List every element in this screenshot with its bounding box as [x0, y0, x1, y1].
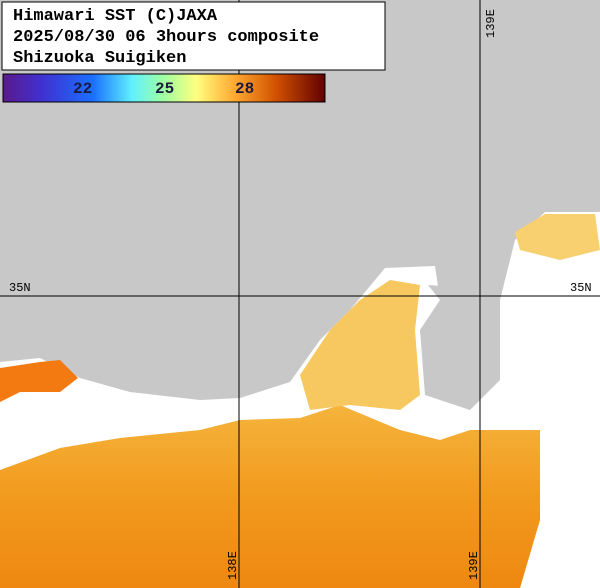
- lat-label: 35N: [570, 281, 592, 295]
- header-line: Himawari SST (C)JAXA: [13, 7, 218, 26]
- lat-label: 35N: [9, 281, 31, 295]
- coast-patch: [0, 360, 78, 402]
- header-box: [1, 1, 386, 71]
- colorbar: [2, 73, 326, 103]
- colorbar-label: 25: [155, 80, 174, 98]
- lon-label: 138E: [226, 551, 240, 580]
- sea-warm: [0, 405, 540, 588]
- colorbar-label: 22: [73, 80, 92, 98]
- header-line: 2025/08/30 06 3hours composite: [13, 28, 319, 47]
- header-line: Shizuoka Suigiken: [13, 49, 186, 68]
- bay-patch: [300, 280, 420, 410]
- east-patch: [515, 214, 600, 260]
- lon-label: 139E: [467, 551, 481, 580]
- lon-label: 139E: [484, 9, 498, 38]
- colorbar-label: 28: [235, 80, 254, 98]
- izu-peninsula: [425, 285, 495, 408]
